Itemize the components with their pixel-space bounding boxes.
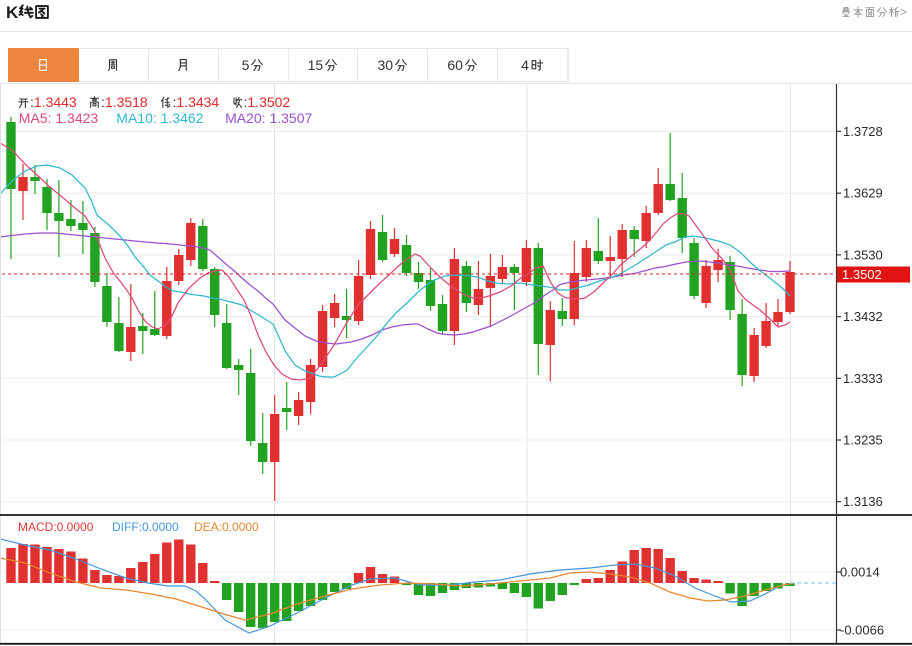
svg-text:-0.0066: -0.0066 xyxy=(840,623,884,638)
svg-text:0.0014: 0.0014 xyxy=(840,565,880,580)
svg-text:1.3530: 1.3530 xyxy=(843,247,883,262)
svg-text:1.3235: 1.3235 xyxy=(843,433,883,448)
svg-text:1.3333: 1.3333 xyxy=(843,371,883,386)
svg-text:1.3502: 1.3502 xyxy=(842,267,882,282)
svg-text:1.3136: 1.3136 xyxy=(843,494,883,509)
svg-text:1.3629: 1.3629 xyxy=(843,186,883,201)
svg-text:1.3432: 1.3432 xyxy=(843,309,883,324)
svg-text:1.3728: 1.3728 xyxy=(843,124,883,139)
